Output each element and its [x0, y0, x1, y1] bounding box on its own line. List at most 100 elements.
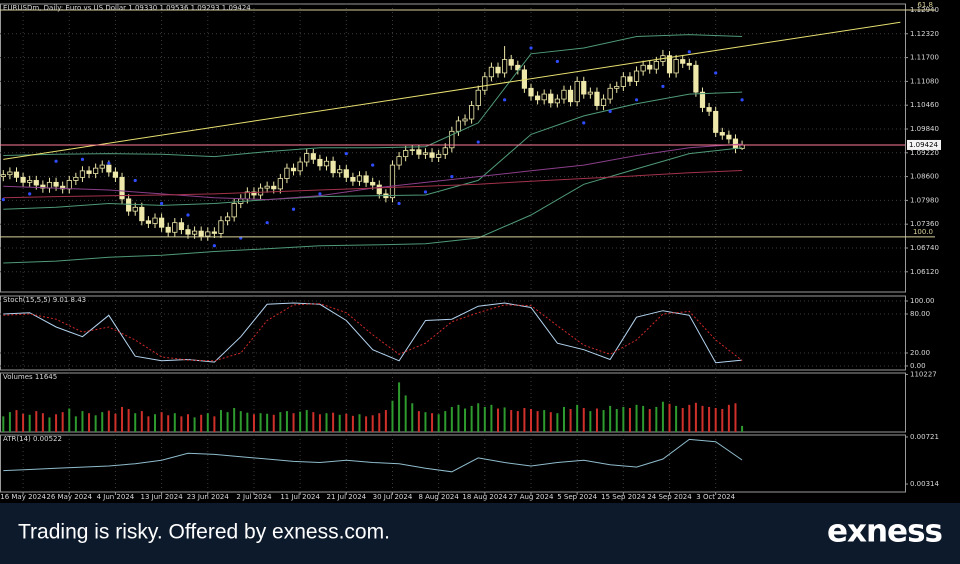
candle-body — [370, 181, 376, 186]
volume-bar — [391, 400, 394, 432]
volume-bar — [714, 407, 717, 432]
y-tick-label: 1.09220 — [910, 149, 939, 157]
panel-frame — [0, 295, 906, 371]
panel-frame — [0, 3, 906, 293]
volume-bar — [543, 410, 546, 432]
volume-bar — [470, 405, 473, 432]
y-tick-label: 1.11700 — [910, 54, 939, 62]
sar-dot — [608, 109, 612, 113]
x-tick-label: 11 Jul 2024 — [280, 493, 320, 501]
volume-bar — [404, 395, 407, 432]
volume-bar — [358, 414, 361, 432]
candle-body — [46, 181, 53, 189]
volume-bar — [675, 405, 678, 432]
candle-body — [284, 167, 290, 179]
sar-dot — [1, 198, 5, 202]
volume-bar — [576, 404, 579, 432]
footer-banner — [0, 503, 960, 564]
y-tick-label: 1.07980 — [910, 196, 939, 204]
y-tick-label: 1.07360 — [910, 220, 939, 228]
candle-body — [251, 191, 257, 196]
candle-body — [620, 76, 626, 87]
candle-body — [317, 158, 323, 167]
candle-body — [732, 138, 739, 149]
candle-body — [574, 80, 580, 103]
candle-body — [218, 220, 224, 234]
sar-dot — [54, 159, 58, 163]
candle-body — [389, 164, 396, 199]
candle-body — [73, 176, 79, 181]
volume-bar — [681, 407, 684, 432]
volume-bar — [318, 414, 321, 432]
volume-bar — [239, 411, 242, 432]
y-tick-label: 80.00 — [910, 310, 930, 318]
volume-bar — [107, 410, 110, 432]
candle-body — [257, 187, 264, 196]
last-price-label: 1.09424 — [909, 141, 938, 149]
volume-bar — [536, 411, 539, 432]
candle-body — [185, 229, 191, 235]
volume-bar — [398, 382, 401, 432]
y-tick-label: 1.10460 — [910, 101, 939, 109]
volume-bar — [384, 410, 387, 432]
volume-bar — [140, 411, 143, 432]
sar-dot — [371, 163, 375, 167]
indicator-line — [3, 438, 743, 473]
y-tick-label: 1.11080 — [910, 77, 939, 85]
candle-body — [502, 59, 508, 74]
candle-body — [119, 176, 125, 200]
volume-bar — [615, 409, 618, 432]
y-tick-label: 100.00 — [910, 297, 935, 305]
candle-body — [403, 150, 409, 158]
x-tick-label: 27 Aug 2024 — [509, 493, 554, 501]
volume-bar — [61, 412, 64, 432]
volume-bar — [186, 414, 189, 432]
fibo-label: 100.0 — [913, 228, 933, 236]
volume-bar — [193, 417, 196, 432]
volume-bar — [635, 404, 638, 432]
x-tick-label: 3 Oct 2024 — [696, 493, 735, 501]
volume-bar — [2, 416, 5, 432]
volume-bar — [22, 413, 25, 432]
volume-bar — [226, 412, 229, 432]
sar-dot — [423, 190, 428, 194]
volume-bar — [41, 413, 44, 432]
volume-bar — [338, 414, 341, 432]
candle-body — [132, 206, 138, 212]
candle-body — [172, 222, 178, 233]
volume-bar — [332, 412, 335, 432]
candle-body — [534, 95, 541, 101]
y-tick-label: 0.00 — [910, 362, 926, 370]
volume-bar — [503, 407, 506, 432]
volume-bar — [648, 409, 651, 432]
volume-bar — [668, 403, 671, 432]
sar-dot — [397, 201, 401, 206]
volume-bar — [200, 414, 203, 432]
candle-body — [126, 198, 132, 212]
candle-body — [528, 87, 534, 97]
candle-body — [165, 226, 171, 233]
volume-bar — [279, 412, 282, 432]
volume-bar — [622, 406, 625, 432]
volume-bar — [483, 406, 486, 432]
candle-body — [290, 167, 297, 172]
volume-bar — [312, 412, 315, 432]
y-tick-label: 1.06120 — [910, 268, 939, 276]
y-tick-label: 110227 — [910, 370, 937, 378]
candle-body — [614, 85, 620, 89]
volume-bar — [74, 416, 77, 432]
candle-body — [706, 107, 712, 112]
indicator-line — [3, 303, 743, 362]
candle-body — [607, 87, 613, 100]
candle-body — [53, 181, 59, 187]
x-tick-label: 21 Jul 2024 — [326, 493, 366, 501]
volume-bar — [708, 406, 711, 432]
candle-body — [719, 132, 725, 136]
volume-bar — [464, 408, 467, 432]
volume-bar — [457, 404, 460, 432]
volume-bar — [549, 412, 552, 432]
indicator-line — [3, 34, 743, 158]
volume-bar — [516, 411, 519, 432]
y-tick-label: 20.00 — [910, 349, 930, 357]
